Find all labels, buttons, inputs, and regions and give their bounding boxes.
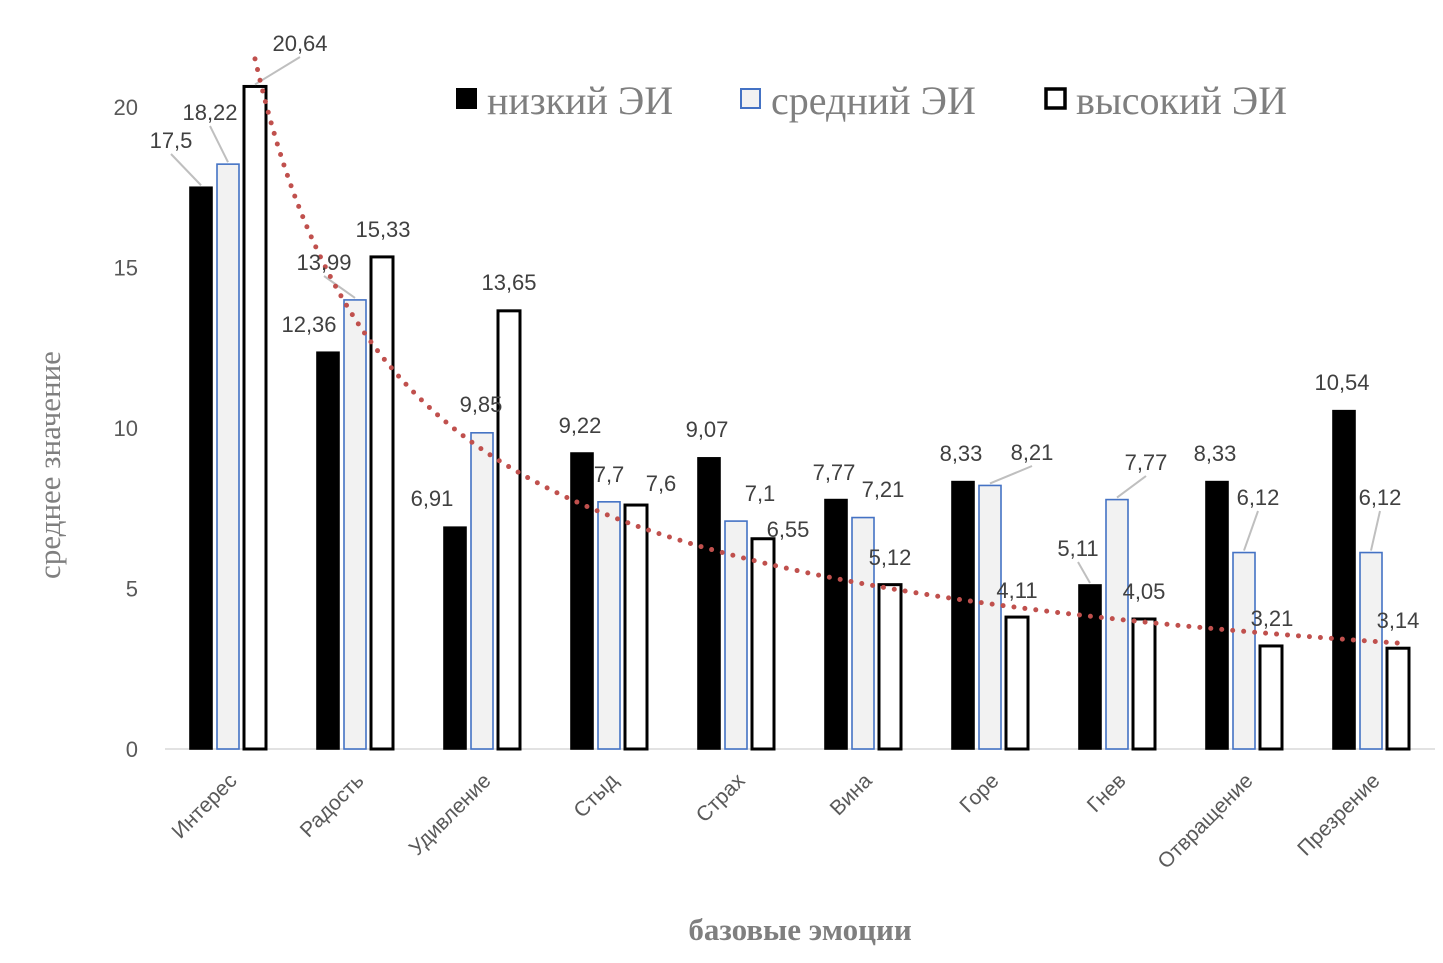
y-tick-label: 15 xyxy=(114,256,138,281)
data-label: 7,77 xyxy=(1125,450,1168,475)
trendline xyxy=(252,56,1401,646)
data-label: 20,64 xyxy=(272,31,327,56)
category-label: Удивление xyxy=(405,769,496,860)
data-label: 8,21 xyxy=(1011,440,1054,465)
bar-high xyxy=(1258,644,1284,751)
bar-high xyxy=(750,537,776,751)
bar-mid xyxy=(343,299,367,750)
y-tick-label: 0 xyxy=(126,737,138,762)
data-label: 12,36 xyxy=(281,312,336,337)
data-label: 6,12 xyxy=(1237,485,1280,510)
bar-mid xyxy=(1105,498,1129,750)
category-label: Радость xyxy=(296,769,369,842)
data-label: 18,22 xyxy=(182,100,237,125)
category-label: Интерес xyxy=(168,769,242,843)
data-label: 9,85 xyxy=(460,392,503,417)
data-label: 4,11 xyxy=(996,578,1037,603)
leader-line xyxy=(1116,475,1147,499)
data-label: 6,91 xyxy=(411,486,454,511)
bar-mid xyxy=(470,432,494,750)
category-label: Стыд xyxy=(569,769,622,822)
bar-high xyxy=(623,503,649,751)
leader-line xyxy=(989,465,1033,485)
bar-high xyxy=(1385,646,1411,751)
leader-line xyxy=(1077,561,1091,584)
bar-mid xyxy=(724,520,748,750)
leader-line xyxy=(1370,510,1381,551)
bar-mid xyxy=(216,163,240,750)
bar-low xyxy=(1332,409,1356,750)
data-label: 6,12 xyxy=(1359,485,1402,510)
data-label: 4,05 xyxy=(1123,579,1166,604)
bar-mid xyxy=(1359,551,1383,750)
data-label: 7,77 xyxy=(813,460,856,485)
bar-high xyxy=(1004,615,1030,751)
bar-mid xyxy=(1232,551,1256,750)
data-label: 10,54 xyxy=(1314,370,1369,395)
legend: низкий ЭИ средний ЭИ высокий ЭИ xyxy=(456,78,1287,123)
data-label: 3,21 xyxy=(1251,606,1294,631)
legend-label: высокий ЭИ xyxy=(1076,78,1287,123)
data-label: 9,07 xyxy=(686,417,729,442)
category-label: Презрение xyxy=(1293,769,1384,860)
bar-low xyxy=(570,452,594,750)
bar-high xyxy=(496,309,522,751)
bar-high xyxy=(877,583,903,751)
data-label: 6,55 xyxy=(767,517,810,542)
category-label: Страх xyxy=(692,769,750,827)
data-label: 8,33 xyxy=(1194,441,1237,466)
legend-label: средний ЭИ xyxy=(771,78,976,123)
bar-mid xyxy=(851,516,875,750)
data-label: 7,21 xyxy=(862,477,905,502)
leader-line xyxy=(1243,510,1259,551)
bar-low xyxy=(824,498,848,750)
bar-high xyxy=(369,255,395,751)
data-label: 8,33 xyxy=(940,441,983,466)
data-label: 7,7 xyxy=(594,462,625,487)
bar-mid xyxy=(978,484,1002,750)
bar-mid xyxy=(597,501,621,750)
y-tick-label: 20 xyxy=(114,95,138,120)
legend-swatch xyxy=(456,88,477,109)
data-label: 13,99 xyxy=(296,250,351,275)
category-label: Гнев xyxy=(1083,769,1131,817)
bar-low xyxy=(189,186,213,750)
bar-low xyxy=(316,351,340,750)
legend-swatch xyxy=(1044,87,1067,110)
data-label: 7,1 xyxy=(745,481,776,506)
bar-high xyxy=(242,84,268,751)
leader-line xyxy=(323,275,356,299)
y-tick-label: 10 xyxy=(114,416,138,441)
x-axis-title: базовые эмоции xyxy=(688,912,912,947)
data-label: 9,22 xyxy=(559,413,602,438)
y-tick-label: 5 xyxy=(126,577,138,602)
bar-low xyxy=(1078,584,1102,750)
data-label: 7,6 xyxy=(646,471,677,496)
category-label: Вина xyxy=(826,769,877,820)
leader-line xyxy=(170,153,202,186)
data-label: 15,33 xyxy=(355,217,410,242)
bar-low xyxy=(697,457,721,750)
bar-low xyxy=(951,480,975,750)
data-label: 17,5 xyxy=(150,128,193,153)
category-label: Горе xyxy=(955,769,1003,817)
bar-low xyxy=(443,526,467,750)
data-label: 5,11 xyxy=(1057,536,1098,561)
data-label: 13,65 xyxy=(481,270,536,295)
legend-swatch xyxy=(740,88,761,109)
bar-low xyxy=(1205,480,1229,750)
legend-label: низкий ЭИ xyxy=(487,78,673,123)
category-label: Отвращение xyxy=(1153,769,1257,873)
y-axis-title: среднее значение xyxy=(32,351,67,579)
leader-line xyxy=(209,125,229,163)
bar-high xyxy=(1131,617,1157,751)
data-label: 5,12 xyxy=(869,545,912,570)
data-label: 3,14 xyxy=(1377,608,1420,633)
